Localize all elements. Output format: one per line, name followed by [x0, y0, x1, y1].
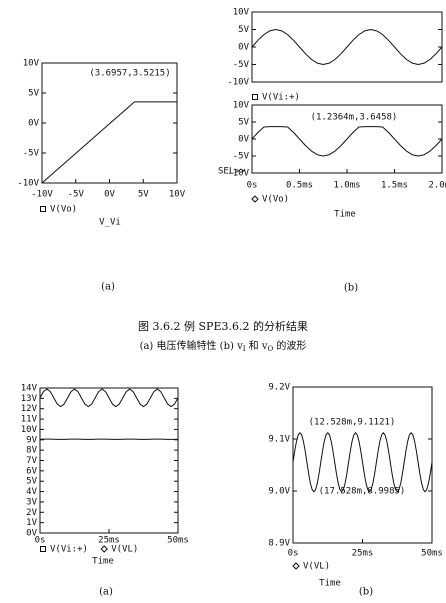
legend-symbol	[40, 546, 46, 552]
x-tick-label: 0s	[35, 536, 46, 546]
legend-label: V(Vi:+)	[50, 545, 88, 555]
y-tick-label: -5V	[23, 149, 40, 159]
series-line	[251, 29, 443, 65]
y-tick-label: -10V	[227, 169, 249, 179]
x-tick-label: 0s	[247, 181, 258, 191]
y-tick-label: 9.1V	[268, 435, 290, 445]
series-line	[41, 101, 177, 184]
y-tick-label: 9.2V	[268, 383, 290, 393]
annotation: (17.528m,8.9985)	[319, 487, 406, 497]
y-tick-label: 5V	[28, 89, 39, 99]
y-tick-label: 10V	[233, 101, 250, 111]
y-tick-label: 5V	[238, 118, 249, 128]
legend-label: V(Vo)	[262, 195, 289, 205]
y-tick-label: 0V	[28, 119, 39, 129]
y-tick-label: 0V	[238, 135, 249, 145]
x-tick-label: 25ms	[98, 536, 120, 546]
legend-symbol	[251, 195, 259, 203]
y-tick-label: 8V	[26, 446, 37, 456]
x-tick-label: 0.5ms	[286, 181, 313, 191]
x-tick-label: 10V	[169, 190, 186, 200]
y-tick-label: 1V	[26, 518, 37, 528]
annotation: (3.6957,3.5215)	[89, 69, 170, 79]
legend-symbol	[40, 206, 46, 212]
x-tick-label: 5V	[138, 190, 149, 200]
legend-symbol	[100, 545, 108, 553]
x-tick-label: 0V	[104, 190, 115, 200]
panel-label: (b)	[344, 283, 358, 294]
y-tick-label: 2V	[26, 508, 37, 518]
y-tick-label: 0V	[26, 529, 37, 539]
subscript: I	[243, 345, 246, 353]
y-tick-label: 14V	[21, 384, 38, 394]
caption-part: (a) 电压传输特性 (b) v	[140, 339, 244, 352]
x-tick-label: -10V	[31, 190, 53, 200]
panel-label: (b)	[359, 587, 373, 598]
cursor-label: SEL>>	[218, 167, 246, 177]
x-tick-label: 50ms	[421, 549, 443, 559]
y-tick-label: 7V	[26, 456, 37, 466]
x-tick-label: 0s	[288, 549, 299, 559]
x-tick-label: 25ms	[352, 549, 374, 559]
x-tick-label: 1.5ms	[381, 181, 408, 191]
y-tick-label: 4V	[26, 487, 37, 497]
panel-label: (a)	[101, 282, 115, 293]
x-tick-label: 50ms	[167, 536, 189, 546]
y-tick-label: 10V	[233, 8, 250, 18]
y-tick-label: 10V	[21, 425, 38, 435]
x-axis-label: Time	[92, 557, 114, 567]
legend-label: V(Vi:+)	[262, 93, 300, 103]
y-tick-label: 13V	[21, 394, 38, 404]
x-axis-label: Time	[334, 210, 356, 220]
y-tick-label: -5V	[233, 60, 250, 70]
annotation: (1.2364m,3.6458)	[311, 113, 398, 123]
x-tick-label: 2.0ms	[428, 181, 446, 191]
y-tick-label: 3V	[26, 497, 37, 507]
x-axis-label: V_Vi	[99, 218, 121, 228]
y-tick-label: 11V	[21, 415, 38, 425]
y-tick-label: -10V	[227, 78, 249, 88]
legend-symbol	[292, 562, 300, 570]
y-tick-label: 10V	[23, 59, 40, 69]
panel-label: (a)	[99, 587, 113, 598]
figure-subcaption: (a) 电压传输特性 (b) vI 和 vO 的波形	[140, 339, 307, 354]
y-tick-label: 9V	[26, 435, 37, 445]
series-line	[292, 432, 433, 493]
legend-label: V(Vo)	[50, 205, 77, 215]
annotation: (12.528m,9.1121)	[309, 418, 396, 428]
series-line	[39, 388, 179, 408]
caption-part: 的波形	[273, 339, 306, 352]
figure-caption: 图 3.6.2 例 SPE3.6.2 的分析结果	[138, 319, 308, 333]
y-tick-label: 8.9V	[268, 539, 290, 549]
y-tick-label: -10V	[17, 179, 39, 189]
y-tick-label: 12V	[21, 404, 38, 414]
legend-symbol	[252, 94, 258, 100]
legend-label: V(VL)	[303, 562, 330, 572]
x-tick-label: -5V	[68, 190, 85, 200]
y-tick-label: 0V	[238, 43, 249, 53]
x-tick-label: 1.0ms	[333, 181, 360, 191]
y-tick-label: 5V	[238, 25, 249, 35]
y-tick-label: 9.0V	[268, 487, 290, 497]
legend-label: V(VL)	[111, 545, 138, 555]
caption-part: 和 v	[245, 340, 267, 352]
x-axis-label: Time	[319, 579, 341, 589]
y-tick-label: 6V	[26, 466, 37, 476]
plot-frame	[39, 387, 179, 534]
y-tick-label: -5V	[233, 152, 250, 162]
series-line	[251, 126, 443, 157]
y-tick-label: 5V	[26, 477, 37, 487]
subscript: O	[268, 345, 274, 353]
